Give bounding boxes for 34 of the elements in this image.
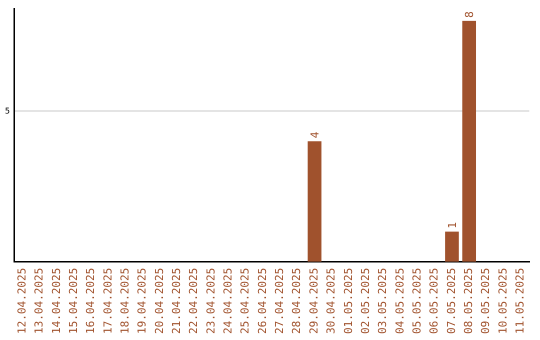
x-tick-label: 14.04.2025: [50, 268, 63, 334]
x-tick-label: 24.04.2025: [222, 268, 235, 334]
x-tick-label: 21.04.2025: [170, 268, 184, 334]
x-tick-label: 10.05.2025: [496, 268, 510, 334]
x-tick-label: 20.04.2025: [152, 268, 166, 334]
x-tick-label: 25.04.2025: [238, 268, 252, 334]
x-tick-label: 03.05.2025: [376, 268, 390, 334]
x-tick-label: 12.04.2025: [15, 268, 28, 334]
x-tick-label: 11.05.2025: [514, 268, 527, 334]
x-tick-label: 28.04.2025: [290, 268, 304, 334]
x-tick-label: 23.04.2025: [204, 268, 218, 334]
x-tick-label: 08.05.2025: [462, 268, 475, 334]
x-tick-label: 29.04.2025: [307, 268, 320, 334]
x-tick-label: 13.04.2025: [32, 268, 46, 334]
x-tick-label: 02.05.2025: [358, 268, 372, 334]
data-label: 1: [446, 222, 459, 229]
x-tick-label: 22.04.2025: [187, 268, 200, 334]
x-tick-label: 27.04.2025: [273, 268, 286, 334]
x-tick-label: 17.04.2025: [101, 268, 114, 334]
x-tick-label: 16.04.2025: [84, 268, 98, 334]
x-tick-label: 07.05.2025: [444, 268, 458, 334]
x-tick-label: 30.04.2025: [324, 268, 338, 334]
x-tick-label: 15.04.2025: [66, 268, 80, 334]
x-tick-label: 06.05.2025: [428, 268, 441, 334]
x-tick-label: 05.05.2025: [410, 268, 424, 334]
x-tick-label: 01.05.2025: [342, 268, 355, 334]
data-label: 4: [308, 131, 322, 138]
x-tick-label: 18.04.2025: [118, 268, 132, 334]
x-tick-label: 09.05.2025: [479, 268, 492, 334]
x-tick-label: 26.04.2025: [256, 268, 269, 334]
y-tick-label: 5: [4, 106, 10, 116]
data-label: 8: [463, 11, 476, 18]
x-tick-label: 19.04.2025: [136, 268, 149, 334]
x-tick-label: 04.05.2025: [393, 268, 406, 334]
